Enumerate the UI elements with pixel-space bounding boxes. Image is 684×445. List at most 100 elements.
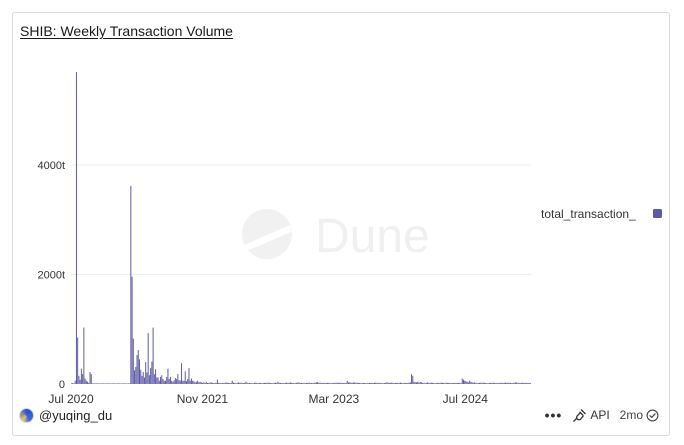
bar[interactable] [208, 382, 210, 384]
bar[interactable] [228, 382, 230, 384]
bar[interactable] [140, 369, 142, 384]
bar[interactable] [302, 383, 304, 384]
bar[interactable] [514, 382, 516, 384]
bar[interactable] [425, 382, 427, 384]
bar[interactable] [336, 382, 338, 384]
bar[interactable] [446, 382, 448, 384]
bar[interactable] [397, 382, 399, 384]
bar[interactable] [75, 71, 77, 384]
bar[interactable] [382, 383, 384, 384]
bar[interactable] [205, 381, 207, 384]
bar[interactable] [511, 383, 513, 384]
bar[interactable] [193, 381, 195, 384]
bar[interactable] [101, 383, 103, 384]
bar[interactable] [291, 382, 293, 384]
bar[interactable] [356, 382, 358, 384]
bar[interactable] [176, 379, 178, 384]
bar[interactable] [341, 382, 343, 384]
bar[interactable] [83, 327, 85, 384]
bar[interactable] [472, 382, 474, 384]
bar[interactable] [247, 383, 249, 384]
bar[interactable] [74, 380, 76, 384]
bar[interactable] [257, 383, 259, 384]
bar[interactable] [424, 383, 426, 384]
bar[interactable] [333, 382, 335, 384]
bar[interactable] [453, 382, 455, 384]
bar[interactable] [109, 383, 111, 384]
bar[interactable] [297, 382, 299, 384]
bar[interactable] [444, 383, 446, 384]
chart-title[interactable]: SHIB: Weekly Transaction Volume [20, 23, 233, 39]
bar[interactable] [435, 382, 437, 384]
bar[interactable] [80, 368, 82, 384]
bar[interactable] [485, 382, 487, 384]
bar[interactable] [211, 382, 213, 384]
bar[interactable] [476, 383, 478, 384]
bar[interactable] [166, 376, 168, 384]
bar[interactable] [143, 377, 145, 384]
bar[interactable] [150, 368, 152, 384]
bar[interactable] [500, 382, 502, 384]
bar[interactable] [419, 382, 421, 384]
bar[interactable] [190, 378, 192, 384]
bar[interactable] [296, 382, 298, 384]
bar[interactable] [503, 382, 505, 384]
bar[interactable] [157, 377, 159, 384]
bar[interactable] [282, 382, 284, 384]
bar[interactable] [250, 382, 252, 384]
bar[interactable] [490, 382, 492, 384]
bar[interactable] [270, 382, 272, 384]
bar[interactable] [263, 382, 265, 384]
bar[interactable] [207, 382, 209, 384]
bar[interactable] [441, 382, 443, 384]
bar[interactable] [202, 382, 204, 384]
bar[interactable] [158, 380, 160, 384]
bar[interactable] [244, 382, 246, 384]
bar[interactable] [135, 367, 137, 384]
bar[interactable] [187, 379, 189, 384]
bar[interactable] [287, 382, 289, 384]
bar[interactable] [505, 382, 507, 384]
bar[interactable] [522, 382, 524, 384]
bar[interactable] [119, 383, 121, 384]
bar[interactable] [235, 383, 237, 384]
bar[interactable] [331, 383, 333, 384]
bar[interactable] [396, 382, 398, 384]
bar[interactable] [369, 382, 370, 384]
bar[interactable] [512, 382, 514, 384]
bar[interactable] [432, 382, 434, 384]
bar[interactable] [449, 382, 451, 384]
bar[interactable] [173, 380, 175, 384]
bar[interactable] [84, 378, 86, 384]
bar[interactable] [179, 380, 181, 384]
bar[interactable] [330, 383, 332, 384]
bar[interactable] [467, 382, 469, 384]
bar[interactable] [232, 382, 234, 384]
bar[interactable] [497, 382, 499, 384]
bar[interactable] [141, 375, 143, 384]
bar[interactable] [329, 382, 331, 384]
bar[interactable] [132, 338, 134, 384]
bar[interactable] [339, 382, 341, 384]
bar[interactable] [527, 382, 529, 384]
bar[interactable] [266, 382, 268, 384]
bar[interactable] [272, 383, 274, 384]
bar[interactable] [231, 380, 233, 384]
bar[interactable] [122, 383, 124, 384]
bar[interactable] [367, 383, 369, 384]
bar[interactable] [445, 382, 447, 384]
bar[interactable] [160, 376, 162, 384]
bar[interactable] [174, 377, 176, 384]
bar[interactable] [184, 371, 186, 384]
bar[interactable] [214, 382, 216, 384]
bar[interactable] [230, 382, 232, 384]
bar[interactable] [338, 382, 340, 384]
bar[interactable] [385, 382, 387, 384]
bar[interactable] [226, 382, 228, 384]
bar[interactable] [320, 382, 322, 384]
bar[interactable] [242, 383, 244, 384]
bar[interactable] [461, 378, 463, 384]
bar[interactable] [335, 382, 337, 384]
bar[interactable] [82, 374, 84, 384]
bar[interactable] [323, 382, 325, 384]
